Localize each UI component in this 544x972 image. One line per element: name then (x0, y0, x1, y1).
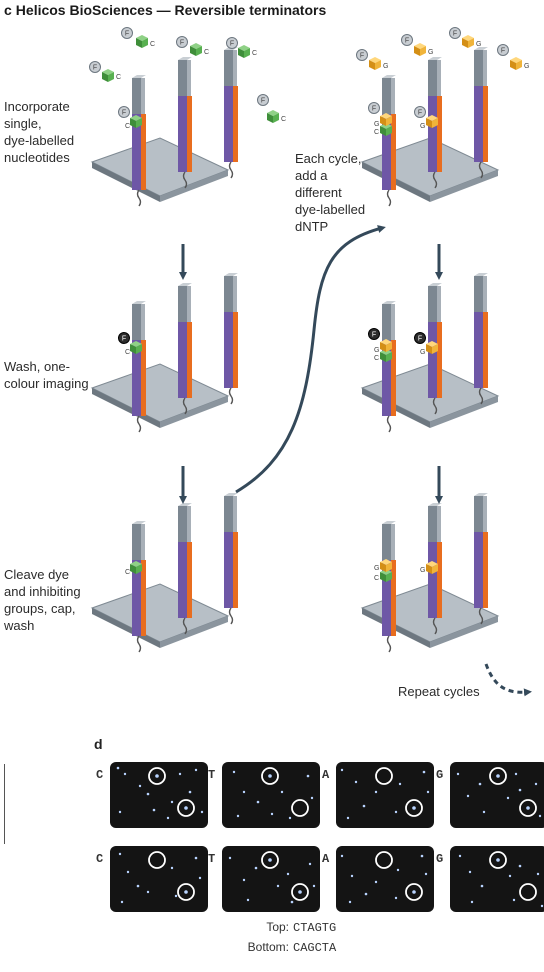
svg-text:G: G (420, 567, 425, 574)
step-line: and inhibiting (4, 584, 81, 599)
arrow-repeat (484, 663, 532, 697)
left-stage-3: C (91, 492, 239, 653)
panel-letter-c: c (4, 2, 12, 18)
base-label-c: C (96, 852, 104, 866)
panel-letter-d: d (94, 736, 103, 752)
svg-text:C: C (204, 49, 209, 56)
spots (228, 851, 316, 904)
sequence-bottom-label: Bottom: (247, 940, 289, 954)
svg-text:C: C (252, 50, 257, 57)
svg-text:G: G (374, 565, 379, 572)
arrow-cycle-return (235, 225, 386, 494)
step-line: Cleave dye (4, 567, 70, 582)
svg-text:G: G (476, 41, 481, 48)
base-label-g: G (436, 852, 444, 866)
svg-text:C: C (374, 355, 379, 362)
spots (118, 851, 202, 904)
sequencing-diagram: F F C C C C C C C C (89, 27, 532, 697)
step-line: Wash, one- (4, 359, 70, 374)
fluorescence-image (110, 762, 208, 828)
right-stage-1: G C G G G G G (356, 27, 529, 207)
fluorescence-image (450, 762, 544, 828)
svg-text:C: C (116, 74, 121, 81)
note-line: Each cycle, (295, 151, 362, 166)
note-line: different (295, 185, 342, 200)
note-line: dye-labelled (295, 202, 366, 217)
svg-text:C: C (125, 123, 130, 130)
cycle-note-label: Each cycle, add a different dye-labelled… (295, 150, 365, 235)
process-arrows (179, 225, 532, 697)
sequence-top-label: Top: (266, 920, 289, 934)
repeat-cycles-label: Repeat cycles (398, 684, 480, 699)
base-label-c: C (96, 768, 104, 782)
step-wash-label: Wash, one- colour imaging (4, 358, 89, 392)
svg-text:G: G (524, 63, 529, 70)
sequence-bottom: Bottom: CAGCTA (224, 940, 337, 955)
left-stage-1: C C C C C C (89, 27, 286, 207)
spots (340, 851, 428, 904)
step-line: Incorporate (4, 99, 70, 114)
svg-text:C: C (125, 349, 130, 356)
spots (340, 767, 430, 820)
svg-text:C: C (281, 116, 286, 123)
step-incorporate-label: Incorporate single, dye-labelled nucleot… (4, 98, 74, 166)
sequence-top-value: CTAGTG (293, 921, 337, 935)
sequence-bottom-value: CAGCTA (293, 941, 337, 955)
step-line: dye-labelled (4, 133, 75, 148)
fluorescence-image (222, 762, 320, 828)
sequence-top: Top: CTAGTG (224, 920, 336, 935)
right-stage-2: G C G (361, 272, 499, 433)
note-line: add a (295, 168, 328, 183)
step-line: wash (4, 618, 35, 633)
step-cleave-label: Cleave dye and inhibiting groups, cap, w… (4, 566, 81, 634)
note-line: dNTP (295, 219, 329, 234)
svg-text:C: C (125, 569, 130, 576)
step-line: groups, cap, (4, 601, 76, 616)
svg-text:C: C (374, 575, 379, 582)
step-line: nucleotides (4, 150, 70, 165)
step-line: colour imaging (4, 376, 89, 391)
svg-text:G: G (383, 63, 388, 70)
fluorescence-image (336, 762, 434, 828)
figure-title: c Helicos BioSciences — Reversible termin… (4, 2, 326, 18)
spots (458, 851, 544, 908)
svg-text:G: G (374, 121, 379, 128)
base-label-t: T (208, 852, 216, 866)
svg-text:G: G (374, 347, 379, 354)
svg-text:C: C (150, 41, 155, 48)
step-line: single, (4, 116, 42, 131)
svg-text:G: G (420, 349, 425, 356)
fluorescence-image (336, 846, 434, 912)
spots (456, 767, 542, 818)
title-text: Helicos BioSciences — Reversible termina… (15, 2, 327, 18)
left-stage-2: C (91, 272, 239, 433)
spots (232, 767, 314, 820)
base-label-t: T (208, 768, 216, 782)
svg-text:G: G (428, 49, 433, 56)
fluorescence-image (110, 846, 208, 912)
base-label-g: G (436, 768, 444, 782)
panel-divider (4, 764, 5, 844)
right-stage-3: G C G (361, 492, 499, 653)
svg-text:G: G (420, 123, 425, 130)
base-label-a: A (322, 768, 330, 782)
base-label-a: A (322, 852, 330, 866)
spots (116, 766, 204, 820)
fluorescence-image (222, 846, 320, 912)
svg-text:C: C (374, 129, 379, 136)
fluorescence-image (450, 846, 544, 912)
